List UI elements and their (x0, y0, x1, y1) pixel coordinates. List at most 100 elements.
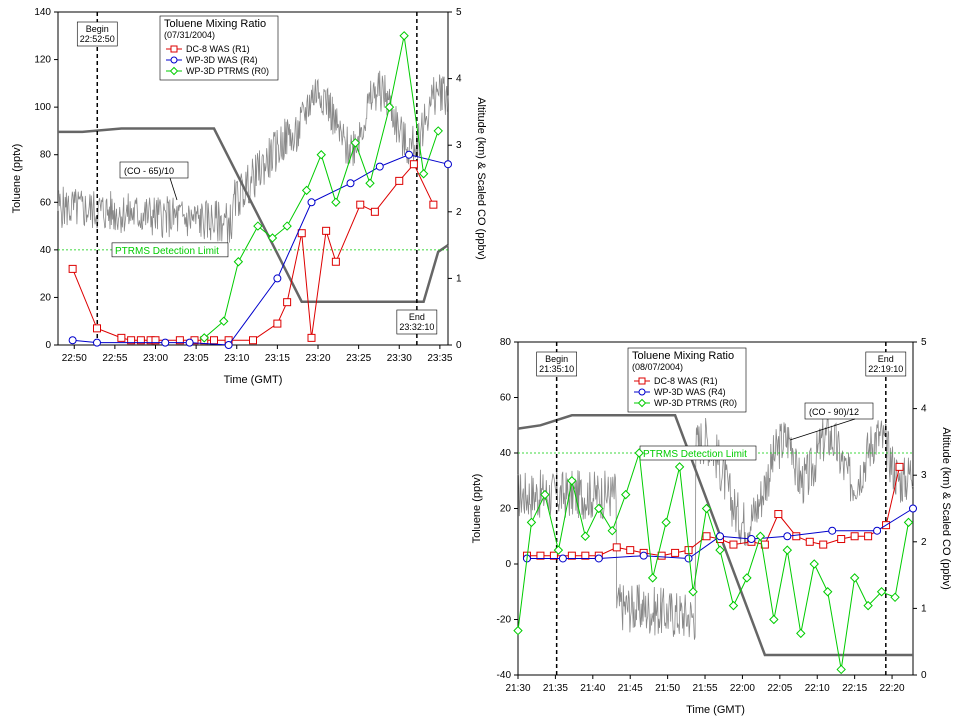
y-tick-label: 80 (40, 150, 52, 161)
x-tick-label: 22:20 (880, 683, 905, 694)
series-1-point (356, 200, 365, 209)
series-3-point (253, 221, 263, 231)
legend-swatch-marker (169, 66, 179, 76)
plot-frame (57, 11, 449, 346)
series-1-point (409, 160, 418, 169)
y2-tick-label: 3 (921, 470, 927, 481)
series-3-point (526, 517, 537, 528)
series-1-point (626, 546, 635, 555)
y2-tick-label: 4 (921, 404, 927, 415)
co-trace (57, 70, 449, 244)
series-3-point (233, 257, 244, 267)
series-3-point (267, 233, 278, 243)
series-1-point (549, 551, 558, 560)
series-3-point (282, 221, 292, 231)
series-3-point (567, 476, 577, 486)
series-3-point (594, 503, 604, 514)
legend-title: Toluene Mixing Ratio (632, 350, 734, 362)
begin-marker-label: Begin (545, 354, 568, 364)
series-1-point (297, 229, 306, 238)
series-3-point (755, 531, 766, 541)
series-1-point (210, 336, 218, 345)
y-tick-label: 60 (40, 197, 52, 208)
series-3-point (634, 448, 644, 458)
begin-marker-time: 21:35:10 (539, 364, 574, 374)
begin-marker-time: 22:52:50 (80, 34, 115, 44)
x-tick-label: 21:50 (655, 683, 680, 694)
series-3-point (365, 178, 375, 188)
end-marker-time: 23:32:10 (399, 322, 434, 332)
chart-2: PTRMS Detection LimitBegin21:35:10End22:… (471, 337, 952, 716)
y2-axis-label: Altitude (km) & Scaled CO (ppbv) (475, 97, 487, 260)
legend-title: Toluene Mixing Ratio (164, 18, 266, 30)
y-axis-label: Toluene (pptv) (11, 144, 23, 214)
series-3-point (540, 489, 550, 500)
series-1-point (805, 537, 814, 546)
y2-tick-label: 1 (921, 603, 927, 614)
series-line-3 (517, 452, 909, 670)
series-1-point (283, 298, 292, 307)
x-tick-label: 23:10 (224, 353, 249, 364)
series-3-point (513, 625, 523, 636)
series-1-point (395, 176, 404, 185)
x-tick-label: 23:35 (427, 353, 452, 364)
x-tick-label: 22:10 (805, 683, 830, 694)
co-label-box (804, 402, 874, 420)
series-1-point (429, 200, 438, 209)
y2-tick-label: 0 (921, 670, 927, 681)
series-1-point (581, 551, 590, 560)
x-tick-label: 22:15 (842, 683, 867, 694)
series-3-point (647, 573, 658, 583)
co-label: (CO - 90)/12 (809, 407, 859, 417)
x-tick-label: 23:30 (387, 353, 412, 364)
series-3-point (621, 489, 631, 500)
y-tick-label: 0 (505, 559, 511, 570)
series-1-point (774, 510, 783, 519)
series-3-point (849, 573, 860, 583)
y2-tick-label: 5 (921, 337, 927, 348)
legend-swatch-marker (638, 388, 646, 396)
y-tick-label: 120 (34, 55, 51, 66)
series-3-point (823, 587, 833, 597)
y-tick-label: 100 (34, 102, 51, 113)
legend-swatch-marker (170, 45, 178, 53)
series-1-point (657, 551, 666, 560)
series-1-point (819, 540, 828, 549)
y-tick-label: 60 (500, 393, 512, 404)
end-marker-label: End (878, 354, 894, 364)
series-3-point (782, 545, 793, 555)
series-2-point (639, 551, 648, 560)
series-1-point (175, 336, 184, 345)
series-3-point (553, 545, 564, 555)
series-2-point (307, 198, 316, 207)
series-3-point (199, 333, 209, 343)
series-3-point (384, 102, 395, 112)
series-3-point (350, 138, 361, 148)
legend-box (627, 347, 747, 413)
series-3-point (418, 169, 429, 179)
end-marker-label: End (409, 312, 425, 322)
y-tick-label: 20 (500, 504, 512, 515)
series-2-point (684, 554, 693, 563)
detection-limit-label: PTRMS Detection Limit (115, 246, 219, 257)
series-3-point (836, 664, 846, 675)
x-tick-label: 21:55 (693, 683, 718, 694)
y2-tick-label: 2 (456, 207, 462, 218)
series-2-point (909, 504, 917, 513)
y2-axis-label: Altitude (km) & Scaled CO (ppbv) (940, 427, 952, 590)
series-2-point (346, 179, 355, 188)
series-1-point (729, 540, 738, 549)
y-tick-label: 140 (34, 7, 51, 18)
series-3-point (903, 517, 914, 528)
begin-marker-box (536, 351, 577, 377)
y-tick-label: 40 (40, 245, 52, 256)
series-2-point (594, 554, 603, 563)
co-label-box (119, 161, 189, 179)
end-marker-box (396, 309, 438, 335)
x-tick-label: 22:00 (730, 683, 755, 694)
series-1-point (850, 532, 859, 541)
series-3-point (715, 545, 725, 555)
series-1-point (567, 551, 576, 560)
series-1-point (331, 257, 340, 266)
y-tick-label: 40 (500, 448, 512, 459)
